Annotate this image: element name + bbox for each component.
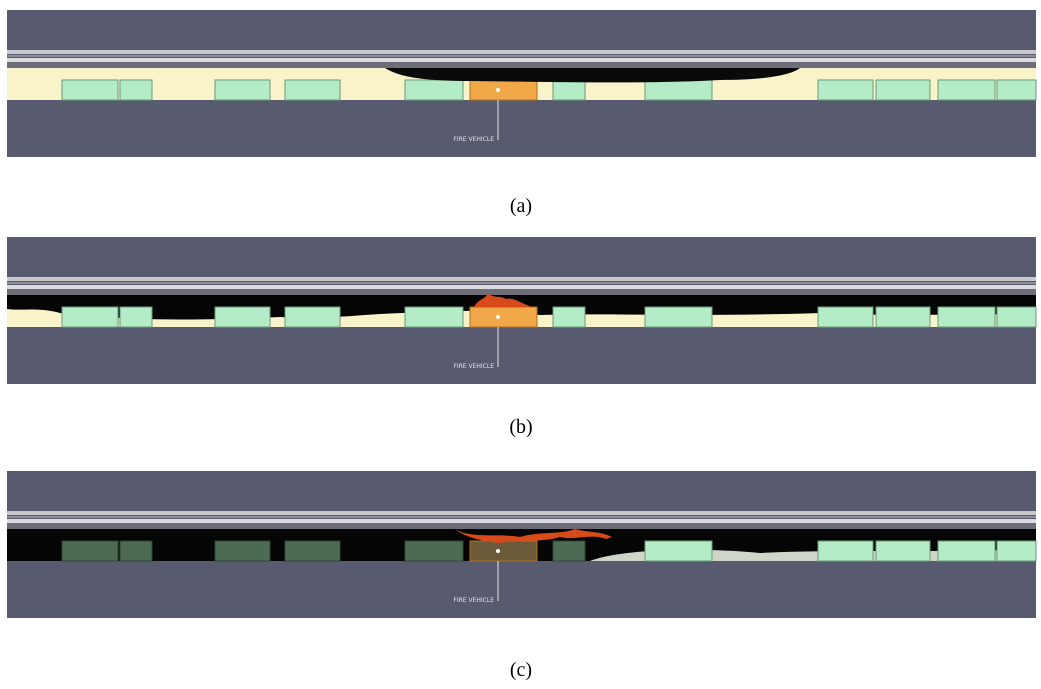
rail — [7, 277, 1036, 281]
rail — [7, 516, 1036, 518]
vehicle — [405, 80, 463, 100]
panel: FIRE VEHICLE — [7, 10, 1036, 157]
vehicle — [997, 541, 1036, 561]
vehicle — [120, 80, 152, 100]
vehicle — [62, 541, 118, 561]
rail-shadow — [7, 289, 1036, 295]
vehicle — [997, 307, 1036, 327]
vehicle — [215, 307, 270, 327]
rail — [7, 58, 1036, 62]
vehicle — [62, 80, 118, 100]
panel: FIRE VEHICLE — [7, 471, 1036, 618]
vehicle — [818, 541, 873, 561]
vehicle — [938, 541, 995, 561]
vehicle — [405, 541, 463, 561]
vehicle — [997, 80, 1036, 100]
vehicle — [876, 541, 930, 561]
vehicle — [120, 541, 152, 561]
vehicle — [938, 307, 995, 327]
vehicle — [285, 307, 340, 327]
vehicle-label: FIRE VEHICLE — [453, 597, 494, 604]
vehicle — [553, 541, 585, 561]
vehicle-label: FIRE VEHICLE — [453, 136, 494, 143]
leader-dot — [496, 315, 500, 319]
vehicle-label: FIRE VEHICLE — [453, 363, 494, 370]
vehicle — [876, 80, 930, 100]
caption: (b) — [509, 416, 532, 438]
rail — [7, 285, 1036, 289]
vehicle — [285, 541, 340, 561]
leader-dot — [496, 549, 500, 553]
rail — [7, 50, 1036, 54]
vehicle — [553, 80, 585, 100]
vehicle — [62, 307, 118, 327]
vehicle — [818, 80, 873, 100]
caption: (a) — [510, 195, 532, 217]
vehicle — [645, 541, 712, 561]
rail — [7, 519, 1036, 523]
vehicle — [818, 307, 873, 327]
vehicle — [938, 80, 995, 100]
rail — [7, 55, 1036, 57]
vehicle — [215, 80, 270, 100]
figure: FIRE VEHICLE (a) FIRE VEHICLE (b) FIRE VEHIC… — [0, 0, 1041, 689]
fire-vehicle — [470, 307, 537, 327]
panel: FIRE VEHICLE — [7, 237, 1036, 384]
rail — [7, 511, 1036, 515]
rail-shadow — [7, 523, 1036, 529]
vehicle — [553, 307, 585, 327]
vehicle — [645, 307, 712, 327]
vehicle — [405, 307, 463, 327]
rail-shadow — [7, 62, 1036, 68]
vehicle — [120, 307, 152, 327]
rail — [7, 282, 1036, 284]
vehicle — [645, 80, 712, 100]
vehicle — [876, 307, 930, 327]
vehicle — [215, 541, 270, 561]
vehicle — [285, 80, 340, 100]
fire-vehicle — [470, 80, 537, 100]
caption: (c) — [510, 659, 532, 681]
leader-dot — [496, 88, 500, 92]
fire-vehicle — [470, 541, 537, 561]
